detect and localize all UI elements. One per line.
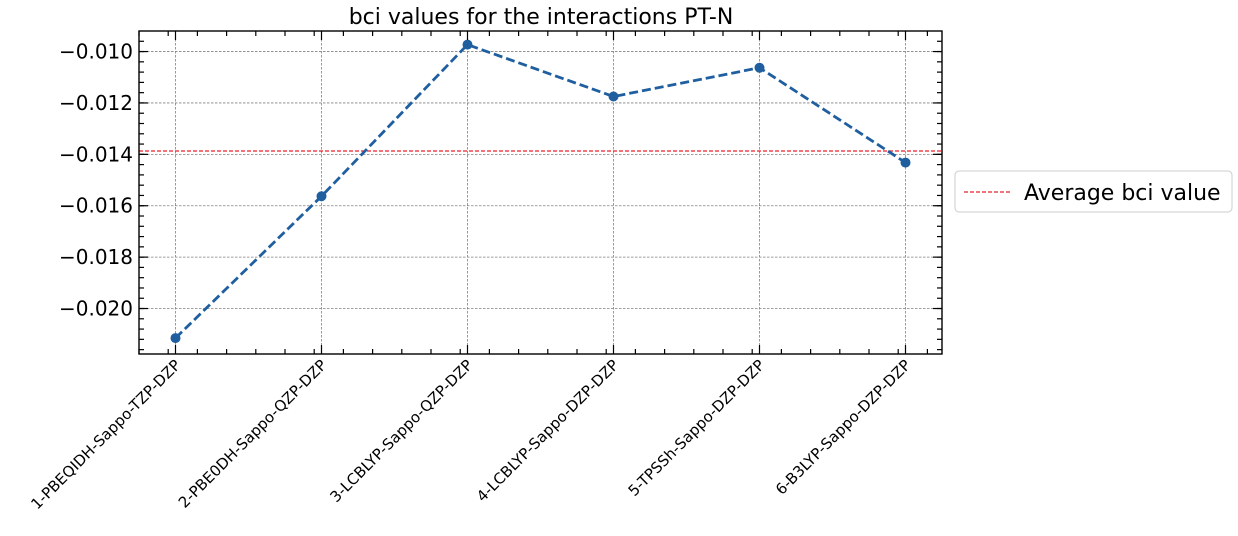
ticks: [138, 31, 942, 354]
data-point: [462, 39, 473, 50]
legend-label: Average bci value: [1024, 181, 1221, 206]
x-tick-label: 1-PBEQIDH-Sappo-TZP-DZP: [27, 356, 184, 513]
axes-frame: [138, 30, 943, 355]
y-tick-label: −0.020: [59, 297, 133, 321]
tick-labels: −0.010 −0.012 −0.014 −0.016 −0.018 −0.020 1-PB…: [27, 40, 914, 513]
y-tick-label: −0.010: [59, 40, 133, 64]
y-tick-label: −0.012: [59, 91, 133, 115]
series-line: [174, 43, 907, 340]
data-point: [170, 333, 181, 344]
chart-title: bci values for the interactions PT-N: [349, 5, 734, 30]
legend: Average bci value: [954, 170, 1233, 213]
data-point: [754, 62, 765, 73]
data-point: [608, 91, 619, 102]
x-tick-label: 6-B3LYP-Sappo-DZP-DZP: [772, 356, 914, 498]
x-tick-label: 2-PBE0DH-Sappo-QZP-DZP: [175, 356, 330, 511]
series-layer: [170, 39, 911, 344]
legend-box: [954, 170, 1233, 213]
y-tick-label: −0.018: [59, 245, 133, 269]
y-tick-label: −0.016: [59, 194, 133, 218]
data-point: [900, 157, 911, 168]
grid: [139, 31, 942, 354]
x-tick-label: 4-LCBLYP-Sappo-DZP-DZP: [473, 356, 622, 505]
data-point: [316, 191, 327, 202]
x-tick-label: 5-TPSSh-Sappo-DZP-DZP: [625, 356, 769, 500]
x-tick-label: 3-LCBLYP-Sappo-QZP-DZP: [326, 356, 476, 506]
y-tick-label: −0.014: [59, 142, 133, 166]
